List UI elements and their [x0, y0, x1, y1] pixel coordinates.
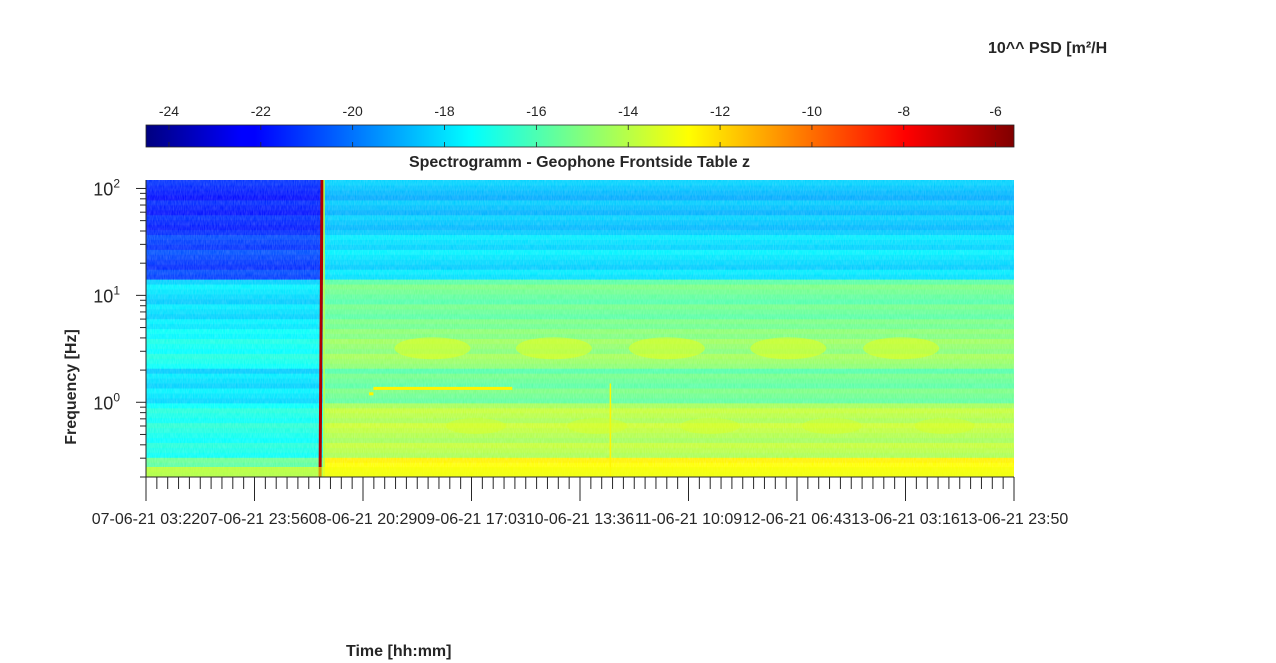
y-axis-label: Frequency [Hz] — [63, 329, 80, 445]
colorbar-tick-label: -14 — [618, 103, 638, 119]
colorbar-tick-label: -20 — [343, 103, 363, 119]
activity-patch — [567, 417, 628, 434]
activity-patch — [914, 417, 975, 434]
activity-patch — [863, 337, 940, 360]
x-tick-label: 08-06-21 20:29 — [309, 511, 418, 528]
activity-patch — [515, 337, 592, 360]
low-frequency-band — [146, 467, 1014, 477]
x-tick-label: 12-06-21 06:43 — [743, 511, 852, 528]
activity-patch — [801, 417, 862, 434]
activity-patch — [394, 337, 471, 360]
y-tick-label: 101 — [93, 283, 120, 306]
x-tick-label: 10-06-21 13:36 — [526, 511, 635, 528]
activity-patch — [680, 417, 741, 434]
colorbar-ticks: -24 -22 -20 -18 -16 -14 -12 -10 -8 -6 — [159, 103, 1002, 147]
colorbar: -24 -22 -20 -18 -16 -14 -12 -10 -8 -6 — [145, 103, 1015, 148]
colorbar-tick-label: -6 — [989, 103, 1002, 119]
x-tick-label: 09-06-21 17:03 — [417, 511, 526, 528]
colorbar-title: 10^^ PSD [m²/H — [988, 40, 1108, 57]
activity-patch — [445, 417, 506, 434]
x-axis-label: Time [hh:mm] — [346, 643, 452, 660]
x-tick-label: 13-06-21 03:16 — [851, 511, 960, 528]
colorbar-tick-label: -16 — [526, 103, 546, 119]
y-tick-label: 102 — [93, 176, 120, 199]
colorbar-tick-label: -10 — [802, 103, 822, 119]
colorbar-tick-label: -24 — [159, 103, 179, 119]
x-tick-label: 13-06-21 23:50 — [960, 511, 1069, 528]
spectrogram-image — [146, 180, 1014, 477]
colorbar-tick-label: -12 — [710, 103, 730, 119]
axes: 07-06-21 03:22 07-06-21 23:56 08-06-21 20:… — [92, 176, 1069, 528]
colorbar-tick-label: -22 — [251, 103, 271, 119]
activity-patch — [628, 337, 705, 360]
chart-title: Spectrogramm - Geophone Frontside Table … — [408, 154, 751, 171]
activity-patch — [750, 337, 827, 360]
y-tick-label: 100 — [93, 390, 120, 413]
transient-line — [318, 180, 324, 477]
colorbar-gradient — [145, 124, 1015, 148]
x-tick-label: 07-06-21 23:56 — [200, 511, 309, 528]
x-tick-label: 07-06-21 03:22 — [92, 511, 201, 528]
colorbar-tick-label: -8 — [898, 103, 911, 119]
x-tick-label: 11-06-21 10:09 — [635, 511, 742, 528]
colorbar-tick-label: -18 — [434, 103, 454, 119]
